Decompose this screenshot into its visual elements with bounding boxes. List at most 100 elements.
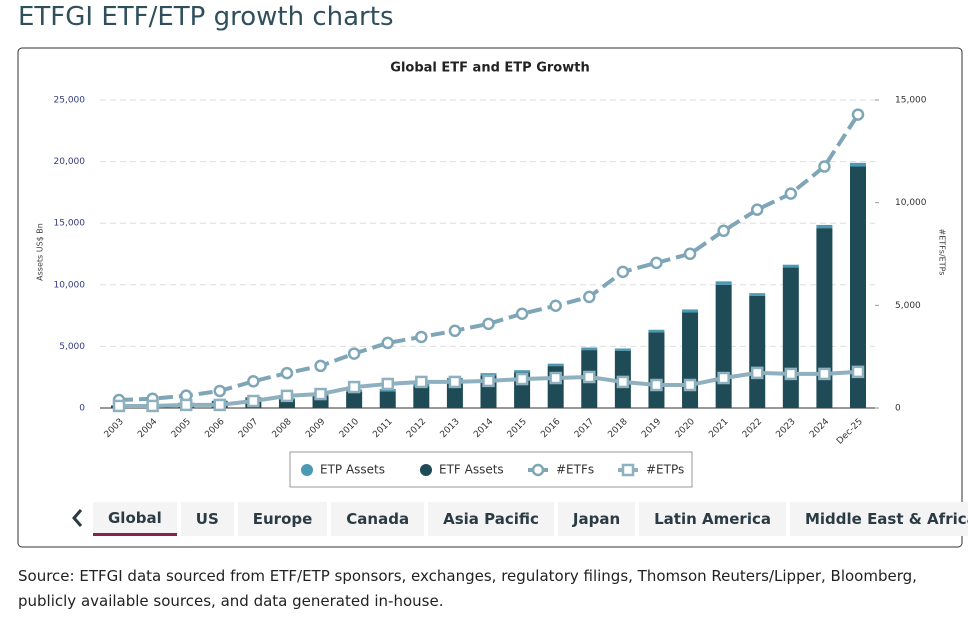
marker (213, 384, 227, 398)
y2-tick-label: 5,000 (895, 301, 921, 311)
marker (549, 371, 562, 385)
bar (782, 264, 799, 268)
legend-label: #ETPs (646, 463, 684, 477)
marker (515, 307, 529, 321)
marker (717, 224, 730, 238)
tab[interactable]: Asia Pacific (428, 502, 554, 536)
y2-tick-label: 0 (895, 404, 901, 414)
x-tick-label: 2021 (707, 417, 730, 440)
x-tick-label: 2007 (237, 417, 260, 440)
x-tick-label: 2008 (271, 417, 294, 440)
tab-prev-arrow[interactable] (72, 509, 83, 527)
marker (314, 387, 327, 401)
line (118, 113, 860, 402)
page-title: ETFGI ETF/ETP growth charts (18, 2, 394, 32)
bar (816, 228, 833, 408)
bar (278, 399, 295, 408)
marker (851, 365, 865, 379)
x-tick-label: 2004 (136, 417, 159, 440)
bar (749, 293, 766, 296)
bar (581, 347, 598, 351)
bar (682, 312, 699, 408)
marker (683, 247, 697, 261)
marker (213, 398, 227, 412)
tab[interactable]: Global (93, 502, 177, 536)
x-tick-label: 2024 (808, 417, 831, 440)
x-tick-label: 2003 (103, 417, 126, 440)
marker (112, 399, 126, 413)
legend-label: #ETFs (556, 463, 594, 477)
x-tick-label: 2012 (405, 417, 428, 440)
bar (850, 166, 866, 408)
x-tick-label: 2018 (606, 417, 629, 440)
marker (549, 299, 562, 312)
marker (280, 366, 294, 380)
marker (415, 375, 428, 389)
marker (381, 377, 394, 391)
y-tick-label: 5,000 (59, 342, 85, 352)
x-tick-label: 2016 (539, 417, 562, 440)
bar (715, 281, 732, 285)
bar (816, 224, 833, 229)
tab[interactable]: Canada (331, 502, 425, 536)
marker (515, 372, 529, 386)
y2-tick-label: 10,000 (895, 198, 927, 208)
bar (850, 162, 866, 167)
marker (347, 380, 361, 394)
bar (413, 386, 430, 408)
tab[interactable]: Latin America (639, 502, 786, 536)
y-tick-label: 0 (79, 404, 85, 414)
tab[interactable]: Japan (557, 502, 636, 536)
marker (381, 336, 394, 350)
y2-axis-label: #ETFs/ETPs (938, 229, 947, 276)
marker (583, 290, 596, 304)
tab[interactable]: US (180, 502, 234, 536)
marker (280, 389, 294, 403)
x-tick-label: 2013 (439, 417, 462, 440)
y-tick-label: 10,000 (54, 280, 86, 290)
x-tick-label: 2006 (203, 417, 226, 440)
x-tick-label: 2022 (741, 417, 764, 440)
marker (482, 317, 495, 331)
bar (749, 295, 766, 408)
tab[interactable]: Europe (237, 502, 328, 536)
marker (314, 359, 327, 373)
bar (648, 329, 665, 333)
marker (750, 366, 764, 380)
legend-label: ETF Assets (439, 463, 504, 477)
marker (818, 367, 831, 381)
y-tick-label: 20,000 (54, 157, 86, 167)
bar (648, 332, 665, 408)
marker (247, 394, 260, 408)
marker (851, 108, 865, 121)
y2-tick-label: 15,000 (895, 96, 927, 106)
marker (583, 370, 596, 384)
y-tick-label: 25,000 (54, 96, 86, 106)
marker (146, 399, 159, 413)
marker (247, 375, 260, 388)
bar (346, 391, 363, 408)
marker (650, 378, 663, 392)
tab[interactable]: Middle East & Africa (789, 502, 968, 536)
marker (750, 203, 764, 216)
x-tick-label: 2015 (506, 417, 529, 440)
marker (448, 324, 462, 338)
y-axis-label: Assets US$ Bn (36, 223, 45, 281)
x-tick-label: 2005 (170, 417, 193, 440)
marker (784, 367, 798, 381)
x-tick-label: 2009 (304, 417, 327, 440)
marker (482, 374, 495, 388)
marker (818, 160, 831, 173)
bar (379, 391, 396, 408)
legend-symbol (531, 463, 545, 477)
legend-label: ETP Assets (320, 463, 385, 477)
x-tick-label: 2011 (371, 417, 394, 440)
legend-symbol (420, 464, 432, 476)
x-tick-label: 2019 (640, 417, 663, 440)
marker (616, 375, 630, 389)
marker (784, 187, 798, 200)
marker (717, 371, 730, 385)
bar (715, 284, 732, 408)
